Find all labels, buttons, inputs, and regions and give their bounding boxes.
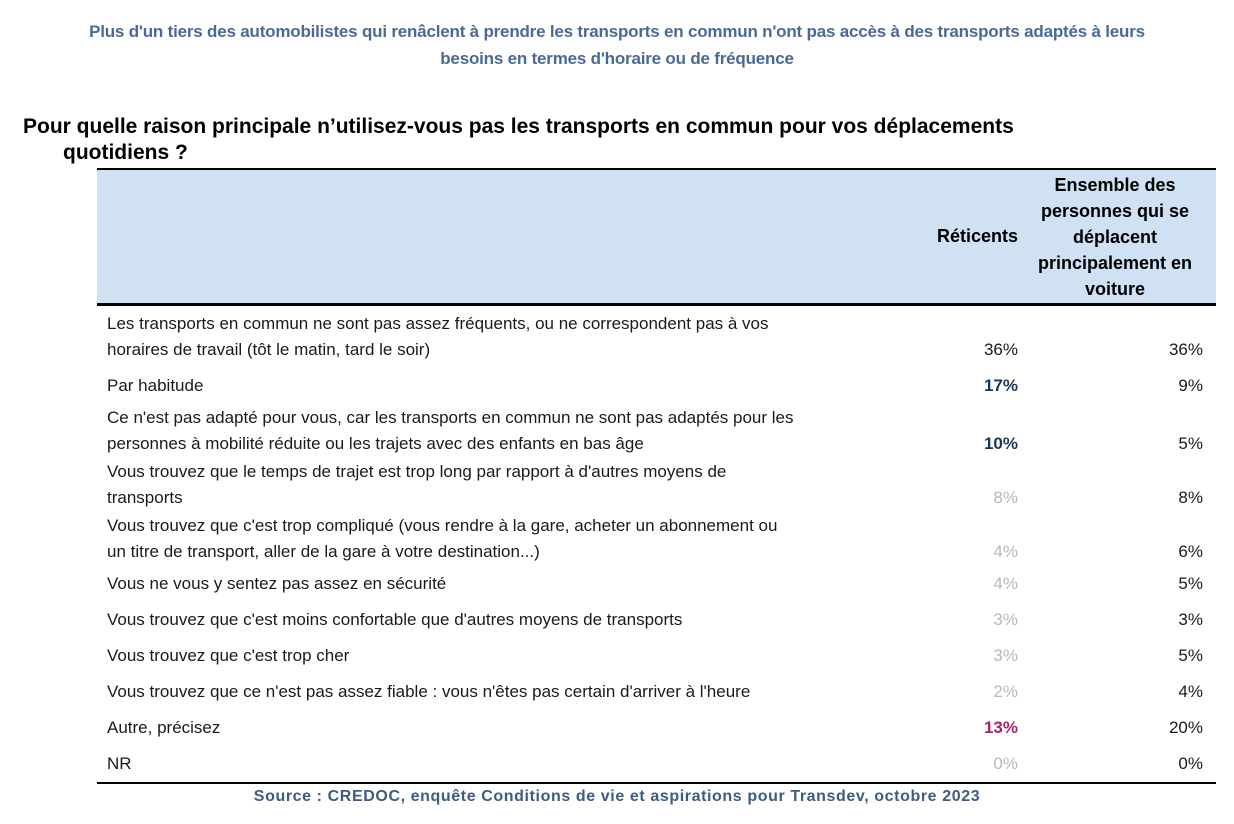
ensemble-value: 9%	[1178, 376, 1203, 395]
reticents-value: 8%	[993, 488, 1018, 507]
table-row: NR 0% 0%	[97, 746, 1216, 782]
reticents-value: 3%	[993, 610, 1018, 629]
row-label-line: NR	[107, 754, 132, 773]
row-label-line: Vous trouvez que le temps de trajet est …	[107, 462, 727, 481]
reticents-value: 10%	[983, 434, 1018, 453]
results-table: Réticents Ensemble des personnes qui se …	[97, 168, 1216, 784]
ensemble-value: 5%	[1178, 646, 1203, 665]
table-header-ensemble: Ensemble des personnes qui se déplacent …	[1037, 174, 1193, 299]
reticents-value: 4%	[993, 542, 1018, 561]
reticents-value: 4%	[993, 574, 1018, 593]
table-row: Vous trouvez que le temps de trajet est …	[97, 458, 1216, 512]
row-label-line: horaires de travail (tôt le matin, tard …	[107, 340, 431, 359]
reticents-value: 2%	[993, 682, 1018, 701]
table-row: Vous ne vous y sentez pas assez en sécur…	[97, 566, 1216, 602]
table-row: Les transports en commun ne sont pas ass…	[97, 306, 1216, 368]
table-header: Réticents Ensemble des personnes qui se …	[97, 168, 1216, 306]
ensemble-value: 36%	[1168, 340, 1203, 359]
headline-title-line2: besoins en termes d'horaire ou de fréque…	[440, 49, 794, 68]
row-label-line: Ce n'est pas adapté pour vous, car les t…	[107, 408, 794, 427]
source-caption: Source : CREDOC, enquête Conditions de v…	[253, 788, 981, 805]
row-label: Vous trouvez que le temps de trajet est …	[97, 459, 898, 511]
row-label: NR	[97, 751, 898, 777]
table-header-label-spacer	[97, 170, 898, 303]
row-label: Vous trouvez que ce n'est pas assez fiab…	[97, 679, 898, 705]
row-label: Autre, précisez	[97, 715, 898, 741]
table-row: Vous trouvez que ce n'est pas assez fiab…	[97, 674, 1216, 710]
reticents-value: 3%	[993, 646, 1018, 665]
table-row: Vous trouvez que c'est trop cher 3% 5%	[97, 638, 1216, 674]
row-label-line: Par habitude	[107, 376, 204, 395]
table-row: Ce n'est pas adapté pour vous, car les t…	[97, 404, 1216, 458]
row-label: Vous trouvez que c'est trop compliqué (v…	[97, 513, 898, 565]
row-label-line: Les transports en commun ne sont pas ass…	[107, 314, 769, 333]
reticents-value: 0%	[993, 754, 1018, 773]
ensemble-value: 4%	[1178, 682, 1203, 701]
row-label: Ce n'est pas adapté pour vous, car les t…	[97, 405, 898, 457]
row-label: Vous trouvez que c'est trop cher	[97, 643, 898, 669]
headline-title-line1: Plus d'un tiers des automobilistes qui r…	[89, 22, 1145, 41]
survey-question-line1: Pour quelle raison principale n’utilisez…	[23, 115, 1014, 138]
table-row: Vous trouvez que c'est moins confortable…	[97, 602, 1216, 638]
row-label: Vous ne vous y sentez pas assez en sécur…	[97, 571, 898, 597]
row-label-line: Vous trouvez que c'est trop cher	[107, 646, 350, 665]
ensemble-value: 6%	[1178, 542, 1203, 561]
row-label-line: Autre, précisez	[107, 718, 221, 737]
row-label-line: un titre de transport, aller de la gare …	[107, 542, 540, 561]
row-label-line: Vous trouvez que c'est moins confortable…	[107, 610, 683, 629]
row-label: Vous trouvez que c'est moins confortable…	[97, 607, 898, 633]
table-body: Les transports en commun ne sont pas ass…	[97, 306, 1216, 784]
row-label: Les transports en commun ne sont pas ass…	[97, 311, 898, 363]
row-label-line: Vous ne vous y sentez pas assez en sécur…	[107, 574, 447, 593]
ensemble-value: 3%	[1178, 610, 1203, 629]
ensemble-value: 0%	[1178, 754, 1203, 773]
ensemble-value: 5%	[1178, 574, 1203, 593]
table-row: Vous trouvez que c'est trop compliqué (v…	[97, 512, 1216, 566]
ensemble-value: 5%	[1178, 434, 1203, 453]
survey-question-line2: quotidiens ?	[63, 141, 188, 164]
row-label-line: personnes à mobilité réduite ou les traj…	[107, 434, 644, 453]
row-label-line: transports	[107, 488, 183, 507]
survey-question: Pour quelle raison principale n’utilisez…	[23, 114, 1214, 166]
row-label: Par habitude	[97, 373, 898, 399]
reticents-value: 36%	[983, 340, 1018, 359]
table-row: Autre, précisez 13% 20%	[97, 710, 1216, 746]
ensemble-value: 20%	[1168, 718, 1203, 737]
table-header-reticents: Réticents	[936, 226, 1018, 246]
ensemble-value: 8%	[1178, 488, 1203, 507]
row-label-line: Vous trouvez que ce n'est pas assez fiab…	[107, 682, 751, 701]
reticents-value: 13%	[983, 718, 1018, 737]
table-row: Par habitude 17% 9%	[97, 368, 1216, 404]
headline-title: Plus d'un tiers des automobilistes qui r…	[0, 18, 1234, 72]
row-label-line: Vous trouvez que c'est trop compliqué (v…	[107, 516, 778, 535]
reticents-value: 17%	[983, 376, 1018, 395]
